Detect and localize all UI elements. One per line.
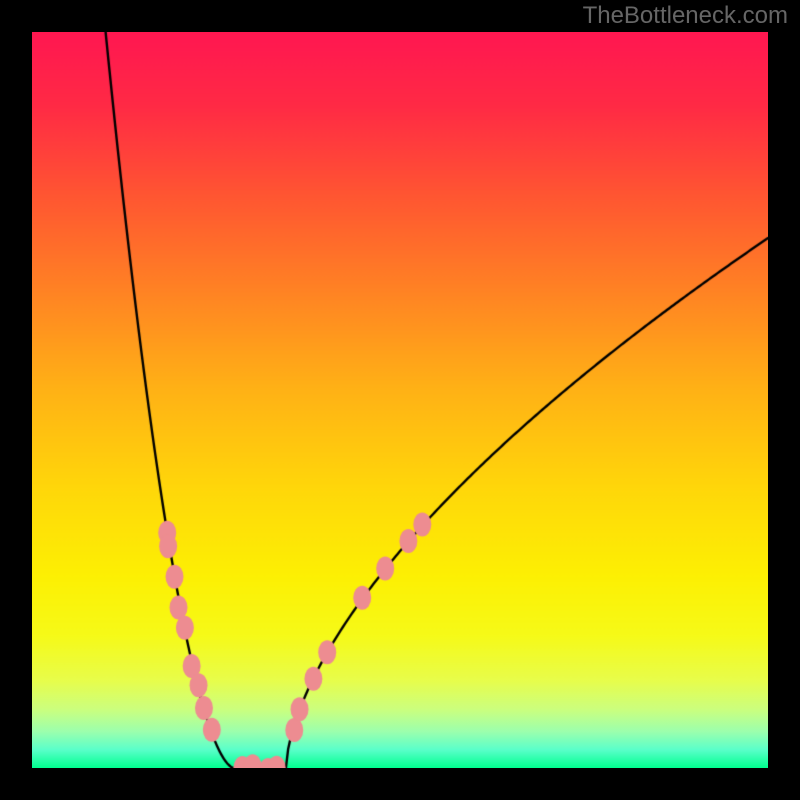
chart-stage: TheBottleneck.com bbox=[0, 0, 800, 800]
plot-area bbox=[32, 32, 768, 768]
watermark-text: TheBottleneck.com bbox=[583, 2, 788, 30]
plot-canvas bbox=[32, 32, 768, 768]
